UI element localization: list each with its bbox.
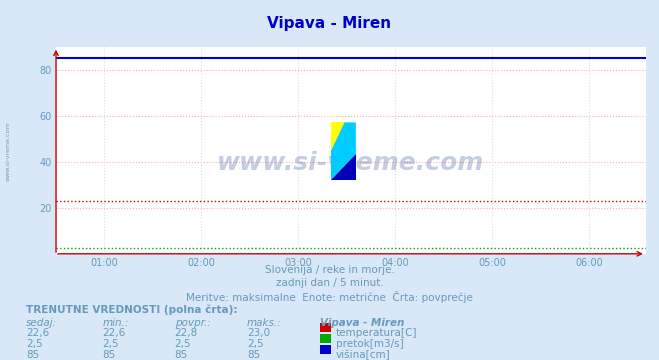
Text: 85: 85 [26, 350, 40, 360]
Text: pretok[m3/s]: pretok[m3/s] [336, 339, 404, 349]
Polygon shape [331, 122, 356, 180]
Text: Vipava - Miren: Vipava - Miren [268, 16, 391, 31]
Polygon shape [331, 154, 356, 180]
Text: temperatura[C]: temperatura[C] [336, 328, 418, 338]
Text: sedaj:: sedaj: [26, 318, 57, 328]
Text: višina[cm]: višina[cm] [336, 350, 391, 360]
Polygon shape [331, 122, 345, 151]
Text: maks.:: maks.: [247, 318, 282, 328]
Text: 2,5: 2,5 [247, 339, 264, 349]
Text: www.si-vreme.com: www.si-vreme.com [217, 151, 484, 175]
Text: TRENUTNE VREDNOSTI (polna črta):: TRENUTNE VREDNOSTI (polna črta): [26, 304, 238, 315]
Text: povpr.:: povpr.: [175, 318, 210, 328]
Text: 85: 85 [175, 350, 188, 360]
Text: 22,6: 22,6 [26, 328, 49, 338]
Text: 2,5: 2,5 [102, 339, 119, 349]
Text: Meritve: maksimalne  Enote: metrične  Črta: povprečje: Meritve: maksimalne Enote: metrične Črta… [186, 291, 473, 302]
Text: 22,6: 22,6 [102, 328, 125, 338]
Text: 2,5: 2,5 [26, 339, 43, 349]
Text: Slovenija / reke in morje.: Slovenija / reke in morje. [264, 265, 395, 275]
Text: Vipava - Miren: Vipava - Miren [320, 318, 404, 328]
Text: 85: 85 [247, 350, 260, 360]
Text: 23,0: 23,0 [247, 328, 270, 338]
Text: zadnji dan / 5 minut.: zadnji dan / 5 minut. [275, 278, 384, 288]
Text: www.si-vreme.com: www.si-vreme.com [5, 121, 11, 181]
Text: 22,8: 22,8 [175, 328, 198, 338]
Text: min.:: min.: [102, 318, 129, 328]
Text: 2,5: 2,5 [175, 339, 191, 349]
Text: 85: 85 [102, 350, 115, 360]
